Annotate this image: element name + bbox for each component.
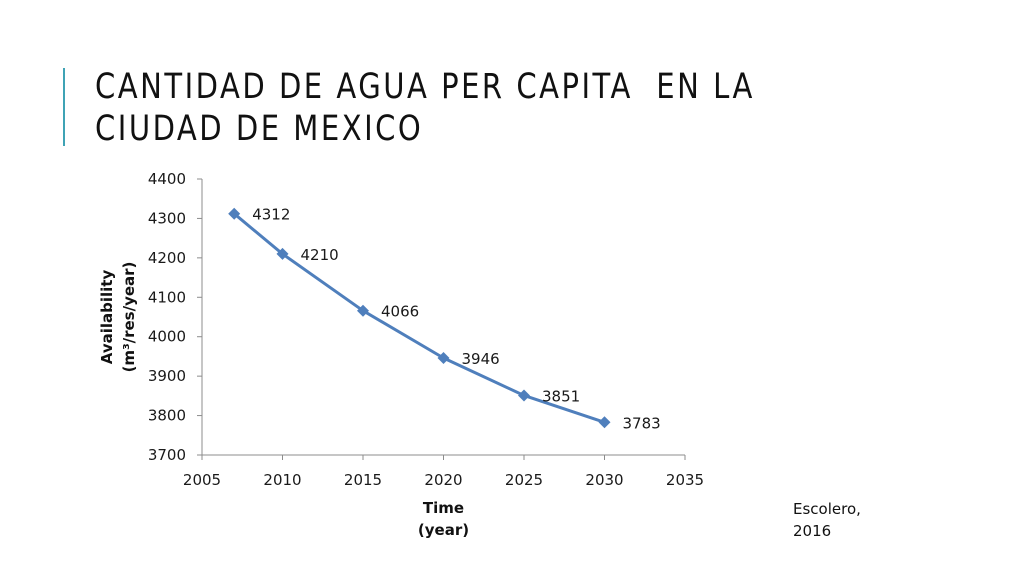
data-label: 3783 [623,414,661,432]
data-point-marker [276,247,289,260]
data-label: 3851 [542,387,580,405]
source-credit: Escolero, 2016 [793,500,861,540]
data-point-marker [228,207,241,220]
data-point-marker [357,304,369,317]
x-tick-label: 2010 [263,471,301,489]
data-point-marker [437,352,450,365]
y-tick-label: 4100 [148,288,186,306]
y-tick-label: 3900 [148,367,186,385]
data-point-marker [598,416,611,429]
x-tick-label: 2035 [666,471,704,489]
x-tick-label: 2005 [183,471,221,489]
data-label: 4210 [301,246,339,264]
x-axis-title: Time (year) [418,499,469,539]
data-label: 4312 [252,206,290,224]
x-tick-label: 2020 [424,471,462,489]
y-axis-title: Availability (m³/res/year) [98,262,138,373]
y-tick-label: 4200 [148,249,186,267]
y-tick-label: 3800 [148,407,186,425]
x-tick-label: 2030 [585,471,623,489]
slide-title: CANTIDAD DE AGUA PER CAPITA EN LA CIUDAD… [95,67,767,149]
y-tick-label: 4300 [148,209,186,227]
series-line [233,212,605,424]
data-label: 4066 [381,303,419,321]
y-tick-label: 4400 [148,170,186,188]
x-axis-title-line: Time [423,499,464,517]
data-label: 3946 [462,350,500,368]
title-accent-bar [63,68,65,146]
x-axis-unit-line: (year) [418,521,469,539]
y-axis-unit-line: (m³/res/year) [120,262,138,373]
y-tick-label: 3700 [148,446,186,464]
x-tick-label: 2015 [344,471,382,489]
x-tick-label: 2025 [505,471,543,489]
y-tick-label: 4000 [148,328,186,346]
y-axis-title-line: Availability [98,270,116,365]
data-point-marker [518,389,530,402]
